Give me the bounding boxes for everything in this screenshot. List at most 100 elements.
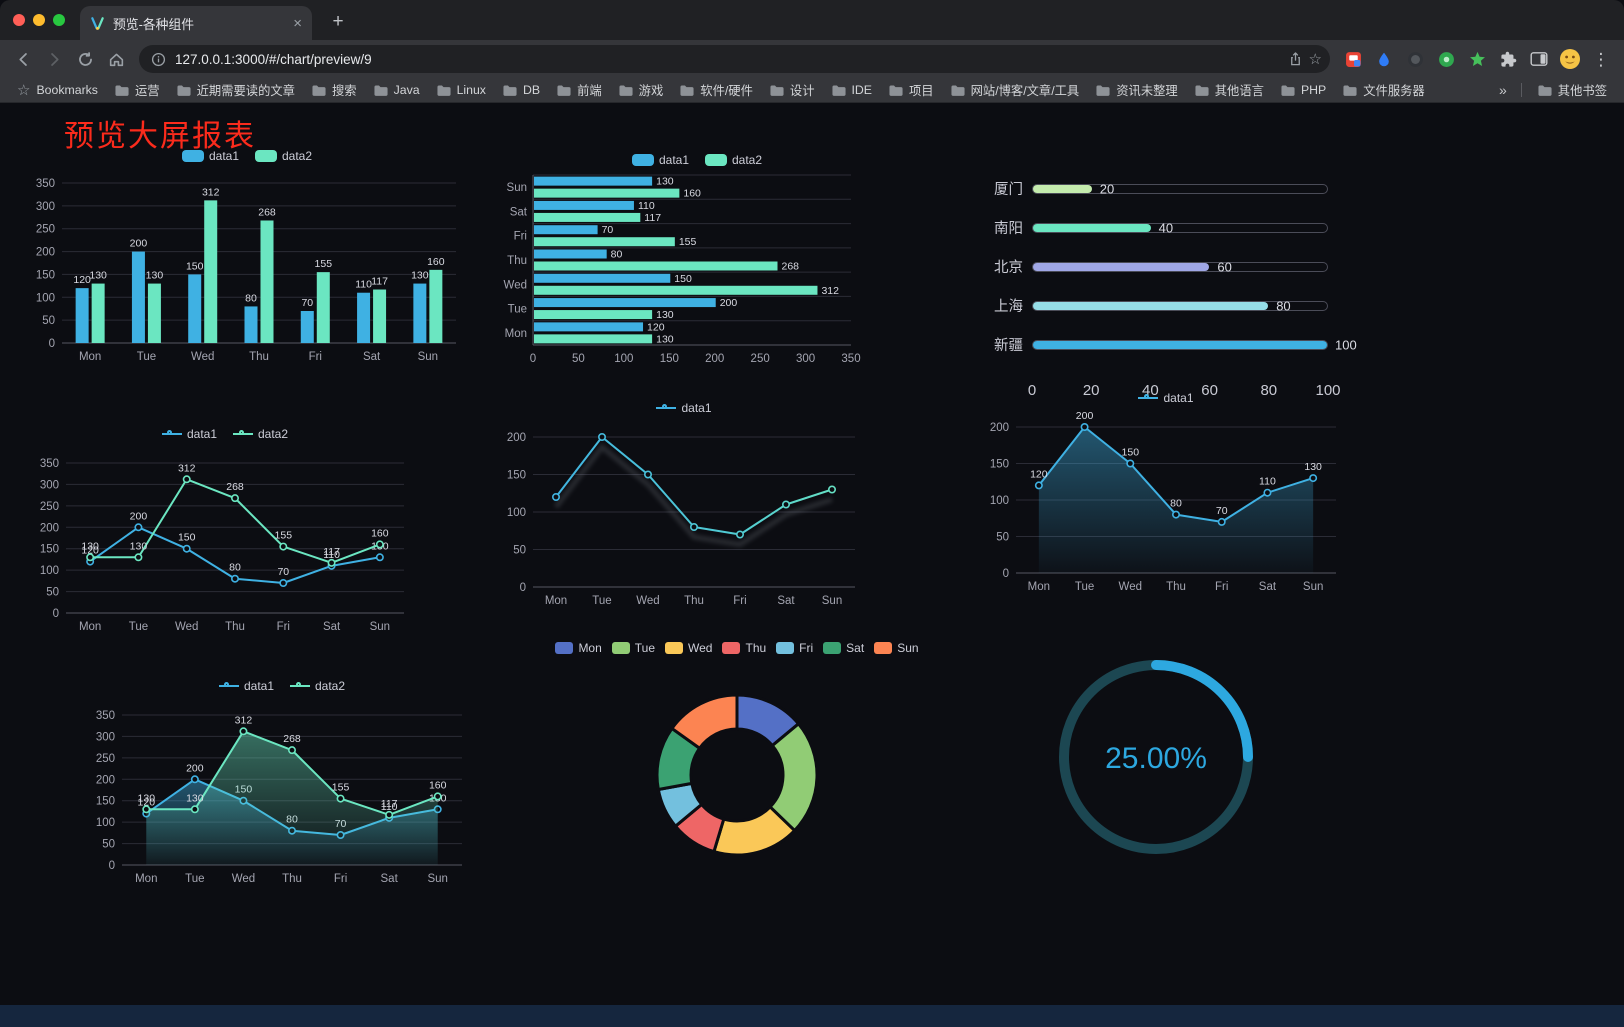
legend-item[interactable]: data1 (1138, 391, 1194, 405)
data-point[interactable] (190, 805, 199, 814)
bar-segment[interactable] (373, 289, 387, 343)
data-point[interactable] (190, 775, 199, 784)
home-button[interactable] (102, 45, 130, 73)
extension-icon-3[interactable] (1401, 45, 1429, 73)
bar-segment[interactable] (534, 273, 671, 283)
forward-button[interactable] (40, 45, 68, 73)
legend-item[interactable]: data2 (290, 679, 345, 693)
legend-item[interactable]: Thu (722, 641, 766, 655)
data-point[interactable] (385, 810, 394, 819)
data-point[interactable] (551, 493, 560, 502)
browser-tab[interactable]: 预览-各种组件 × (80, 6, 312, 40)
legend-item[interactable]: data2 (233, 427, 288, 441)
site-info-icon[interactable] (151, 52, 166, 67)
bookmark-folder[interactable]: 设计 (762, 79, 822, 101)
data-point[interactable] (336, 794, 345, 803)
bookmark-folder[interactable]: 运营 (107, 79, 167, 101)
menu-icon[interactable]: ⋮ (1592, 49, 1610, 69)
bar-segment[interactable] (429, 269, 443, 343)
data-point[interactable] (1172, 510, 1181, 519)
data-point[interactable] (598, 433, 607, 442)
bar-segment[interactable] (260, 220, 274, 343)
bar-segment[interactable] (75, 288, 89, 343)
legend-item[interactable]: data2 (255, 149, 312, 163)
maximize-window-button[interactable] (53, 14, 65, 26)
bar-segment[interactable] (131, 251, 145, 343)
legend-item[interactable]: Mon (555, 641, 602, 655)
extension-icon-1[interactable] (1339, 45, 1367, 73)
share-icon[interactable] (1288, 51, 1303, 67)
pie-slice[interactable] (670, 693, 739, 750)
data-point[interactable] (134, 523, 143, 532)
bookmarks-overflow-chevron[interactable]: » (1499, 82, 1507, 98)
bar-segment[interactable] (147, 283, 161, 343)
bar-segment[interactable] (534, 249, 607, 259)
data-point[interactable] (279, 542, 288, 551)
bar-segment[interactable] (300, 311, 314, 343)
data-point[interactable] (827, 485, 836, 494)
bar-segment[interactable] (316, 272, 330, 343)
legend-item[interactable]: Sat (823, 641, 864, 655)
back-button[interactable] (9, 45, 37, 73)
bar-segment[interactable] (534, 188, 680, 198)
bar-segment[interactable] (91, 283, 105, 343)
bookmark-folder[interactable]: 其他语言 (1187, 79, 1271, 101)
bar-segment[interactable] (244, 306, 258, 343)
legend-item[interactable]: Sun (874, 641, 919, 655)
bar-segment[interactable] (534, 322, 644, 332)
bar-segment[interactable] (534, 334, 653, 344)
data-point[interactable] (231, 494, 240, 503)
bookmark-folder[interactable]: IDE (824, 81, 880, 99)
bookmark-folder[interactable]: 近期需要读的文章 (169, 79, 302, 101)
data-point[interactable] (1263, 488, 1272, 497)
bookmark-folder[interactable]: Linux (429, 81, 493, 99)
bookmark-folder[interactable]: 文件服务器 (1335, 79, 1432, 101)
bar-segment[interactable] (534, 261, 778, 271)
data-point[interactable] (142, 805, 151, 814)
legend-item[interactable]: data2 (705, 153, 762, 167)
data-point[interactable] (134, 553, 143, 562)
bookmark-folder[interactable]: Java (366, 81, 427, 99)
data-point[interactable] (1080, 423, 1089, 432)
data-point[interactable] (239, 727, 248, 736)
bar-segment[interactable] (357, 292, 371, 343)
bookmark-folder[interactable]: 资讯未整理 (1088, 79, 1185, 101)
bookmark-folder[interactable]: 软件/硬件 (672, 79, 760, 101)
bar-segment[interactable] (534, 212, 641, 222)
extension-icon-4[interactable] (1432, 45, 1460, 73)
legend-item[interactable]: data1 (161, 427, 217, 441)
bookmarks-manager-item[interactable]: ☆ Bookmarks (10, 81, 105, 100)
data-point[interactable] (375, 553, 384, 562)
data-point[interactable] (644, 470, 653, 479)
bar-segment[interactable] (188, 274, 202, 343)
extension-icon-2[interactable] (1370, 45, 1398, 73)
data-point[interactable] (182, 475, 191, 484)
reload-button[interactable] (71, 45, 99, 73)
new-tab-button[interactable]: + (332, 11, 344, 32)
bookmark-folder[interactable]: 项目 (881, 79, 941, 101)
tab-close-icon[interactable]: × (293, 14, 302, 32)
data-point[interactable] (433, 792, 442, 801)
data-point[interactable] (288, 746, 297, 755)
url-text[interactable]: 127.0.0.1:3000/#/chart/preview/9 (175, 51, 372, 67)
data-point[interactable] (736, 530, 745, 539)
minimize-window-button[interactable] (33, 14, 45, 26)
legend-item[interactable]: Tue (611, 641, 655, 655)
legend-item[interactable]: data1 (656, 401, 712, 415)
data-point[interactable] (1217, 517, 1226, 526)
bookmark-folder[interactable]: PHP (1273, 81, 1333, 99)
legend-item[interactable]: data1 (218, 679, 274, 693)
close-window-button[interactable] (13, 14, 25, 26)
bookmark-folder[interactable]: DB (495, 81, 547, 99)
data-point[interactable] (182, 544, 191, 553)
bar-segment[interactable] (534, 200, 634, 210)
bookmark-folder[interactable]: 前端 (549, 79, 609, 101)
bar-segment[interactable] (534, 310, 653, 320)
data-point[interactable] (327, 558, 336, 567)
data-point[interactable] (279, 579, 288, 588)
legend-item[interactable]: data1 (631, 153, 689, 167)
extensions-puzzle-icon[interactable] (1494, 45, 1522, 73)
bar-segment[interactable] (534, 285, 818, 295)
legend-item[interactable]: data1 (181, 149, 239, 163)
bar-segment[interactable] (413, 283, 427, 343)
